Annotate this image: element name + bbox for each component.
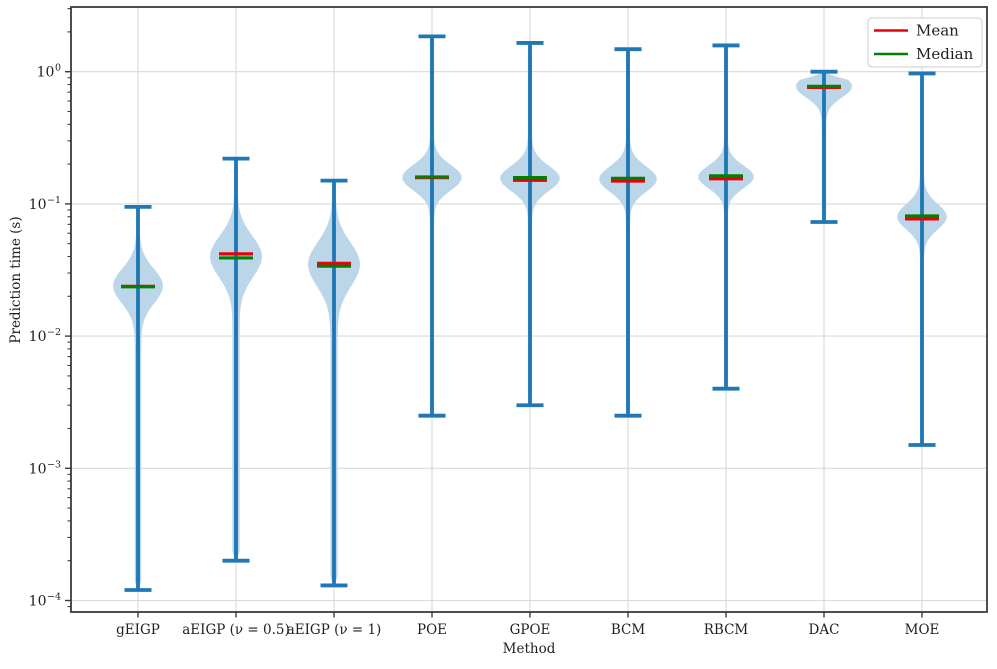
violin-poe bbox=[402, 34, 462, 418]
x-tick-label: BCM bbox=[611, 622, 646, 638]
x-tick-label: aEIGP (ν = 0.5) bbox=[182, 622, 290, 638]
violin-moe bbox=[897, 71, 947, 447]
tick-layer: 100 10−1 10−2 10−3 10−4 gEIGP aEIGP (ν = 0.5)a… bbox=[29, 8, 940, 638]
y-tick-label: 10−4 bbox=[29, 592, 61, 610]
legend-median-label: Median bbox=[916, 45, 974, 63]
violins bbox=[113, 34, 947, 592]
violin-bcm bbox=[599, 47, 657, 418]
x-tick-label: POE bbox=[417, 622, 447, 638]
x-axis-label: Method bbox=[503, 641, 556, 657]
y-tick-label: 10−2 bbox=[29, 327, 61, 345]
violin-aeigp-1 bbox=[308, 178, 360, 588]
x-tick-label: DAC bbox=[809, 622, 840, 638]
violin-rbcm bbox=[698, 43, 754, 391]
x-tick-label: aEIGP (ν = 1) bbox=[287, 622, 382, 638]
violin-dac bbox=[796, 69, 852, 224]
x-tick-label: GPOE bbox=[510, 622, 551, 638]
x-tick-label: gEIGP bbox=[116, 622, 160, 638]
y-tick-label: 10−3 bbox=[29, 459, 61, 477]
y-tick-label: 100 bbox=[37, 63, 61, 81]
legend: Mean Median bbox=[867, 17, 983, 68]
violin-aeigp-0.5 bbox=[210, 156, 262, 563]
y-axis-label: Prediction time (s) bbox=[8, 216, 24, 343]
violin-gpoe bbox=[500, 41, 560, 408]
y-tick-label: 10−1 bbox=[29, 195, 61, 213]
x-tick-label: MOE bbox=[905, 622, 940, 638]
x-tick-label: RBCM bbox=[704, 622, 749, 638]
plot-border bbox=[70, 6, 988, 613]
legend-mean-label: Mean bbox=[916, 22, 959, 40]
violin-geigp bbox=[113, 204, 163, 592]
